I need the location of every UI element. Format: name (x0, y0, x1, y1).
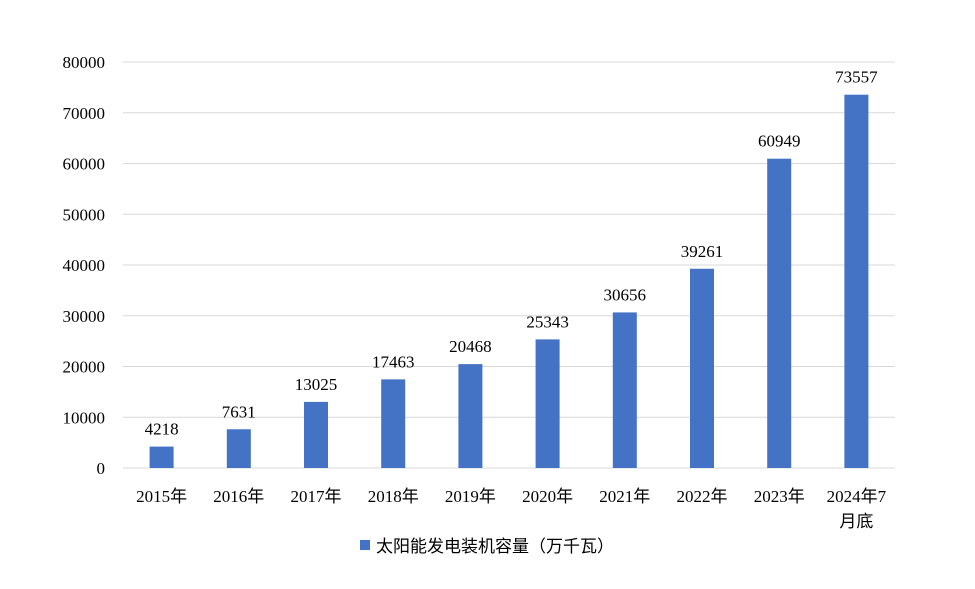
x-tick-label: 2022年 (677, 487, 728, 506)
data-label: 60949 (758, 132, 801, 151)
x-tick-label: 2019年 (445, 487, 496, 506)
data-label: 13025 (295, 375, 338, 394)
y-tick-label: 20000 (63, 358, 106, 377)
y-tick-label: 80000 (63, 53, 106, 72)
x-tick-label: 2021年 (599, 487, 650, 506)
legend: 太阳能发电装机容量（万千瓦） (360, 532, 614, 557)
data-label: 25343 (526, 312, 569, 331)
x-tick-label: 2018年 (368, 487, 419, 506)
y-tick-label: 30000 (63, 307, 106, 326)
bar (535, 339, 560, 468)
bar (767, 158, 792, 468)
x-tick-label: 2017年 (291, 487, 342, 506)
bar (304, 401, 328, 468)
data-label: 39261 (681, 242, 724, 261)
x-tick-label: 2023年 (754, 487, 805, 506)
data-label: 20468 (449, 337, 492, 356)
data-label: 30656 (604, 285, 647, 304)
data-label: 17463 (372, 352, 415, 371)
bars (149, 94, 869, 468)
y-tick-label: 50000 (63, 205, 106, 224)
legend-label: 太阳能发电装机容量（万千瓦） (376, 537, 614, 556)
bar (226, 429, 251, 468)
bar (381, 379, 406, 468)
data-labels: 4218 7631 13025 17463 20468 25343 30656 39261 60… (145, 68, 879, 439)
y-tick-label: 40000 (63, 256, 106, 275)
bar (844, 94, 869, 468)
y-tick-label: 70000 (63, 104, 106, 123)
x-tick-label: 2020年 (522, 487, 573, 506)
data-label: 4218 (145, 420, 179, 439)
x-tick-label: 月底 (839, 512, 873, 531)
y-tick-label: 0 (97, 459, 106, 478)
y-axis-ticks: 0 10000 20000 30000 40000 50000 60000 70000 8000… (63, 53, 106, 478)
y-tick-label: 60000 (63, 155, 106, 174)
gridlines (123, 61, 895, 469)
bar (458, 364, 483, 468)
data-label: 73557 (835, 68, 878, 87)
x-tick-label: 2015年 (136, 487, 187, 506)
data-label: 7631 (222, 402, 256, 421)
x-axis-ticks: 2015年 2016年 2017年 2018年 2019年 2020年 2021年 2022年… (136, 487, 887, 531)
x-tick-label: 2024年7 (827, 487, 887, 506)
x-tick-label: 2016年 (213, 487, 264, 506)
bar (690, 268, 714, 468)
y-tick-label: 10000 (63, 408, 106, 427)
legend-swatch (360, 539, 370, 550)
bar (149, 446, 174, 468)
bar (612, 312, 637, 468)
